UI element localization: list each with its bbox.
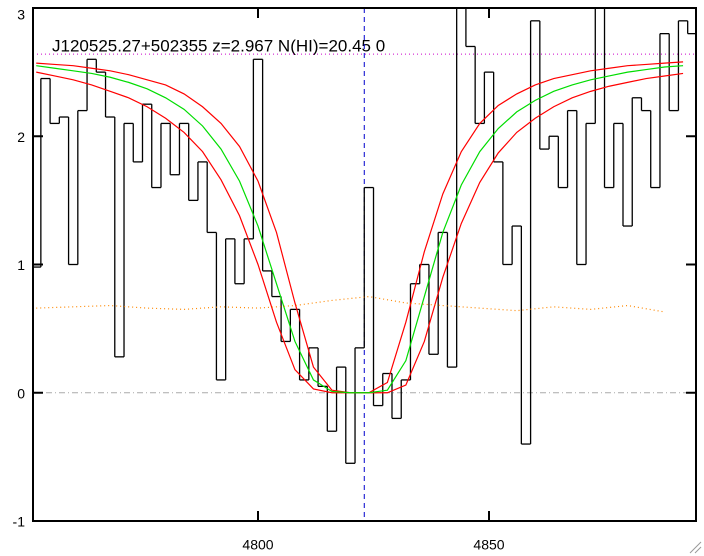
y-tick-label: 0 [17, 385, 25, 401]
y-tick-label: -1 [13, 514, 26, 530]
x-tick-label: 4850 [473, 537, 504, 553]
chart-title: J120525.27+502355 z=2.967 N(HI)=20.45 0 [52, 36, 385, 55]
error-curve [36, 295, 665, 313]
resize-grip [689, 541, 702, 554]
y-tick-label: 2 [17, 129, 25, 145]
plot-area [33, 8, 696, 521]
x-tick-label: 4800 [242, 537, 273, 553]
y-tick-label: 3 [17, 7, 25, 23]
y-tick-label: 1 [17, 257, 25, 273]
model-curve [36, 65, 684, 394]
